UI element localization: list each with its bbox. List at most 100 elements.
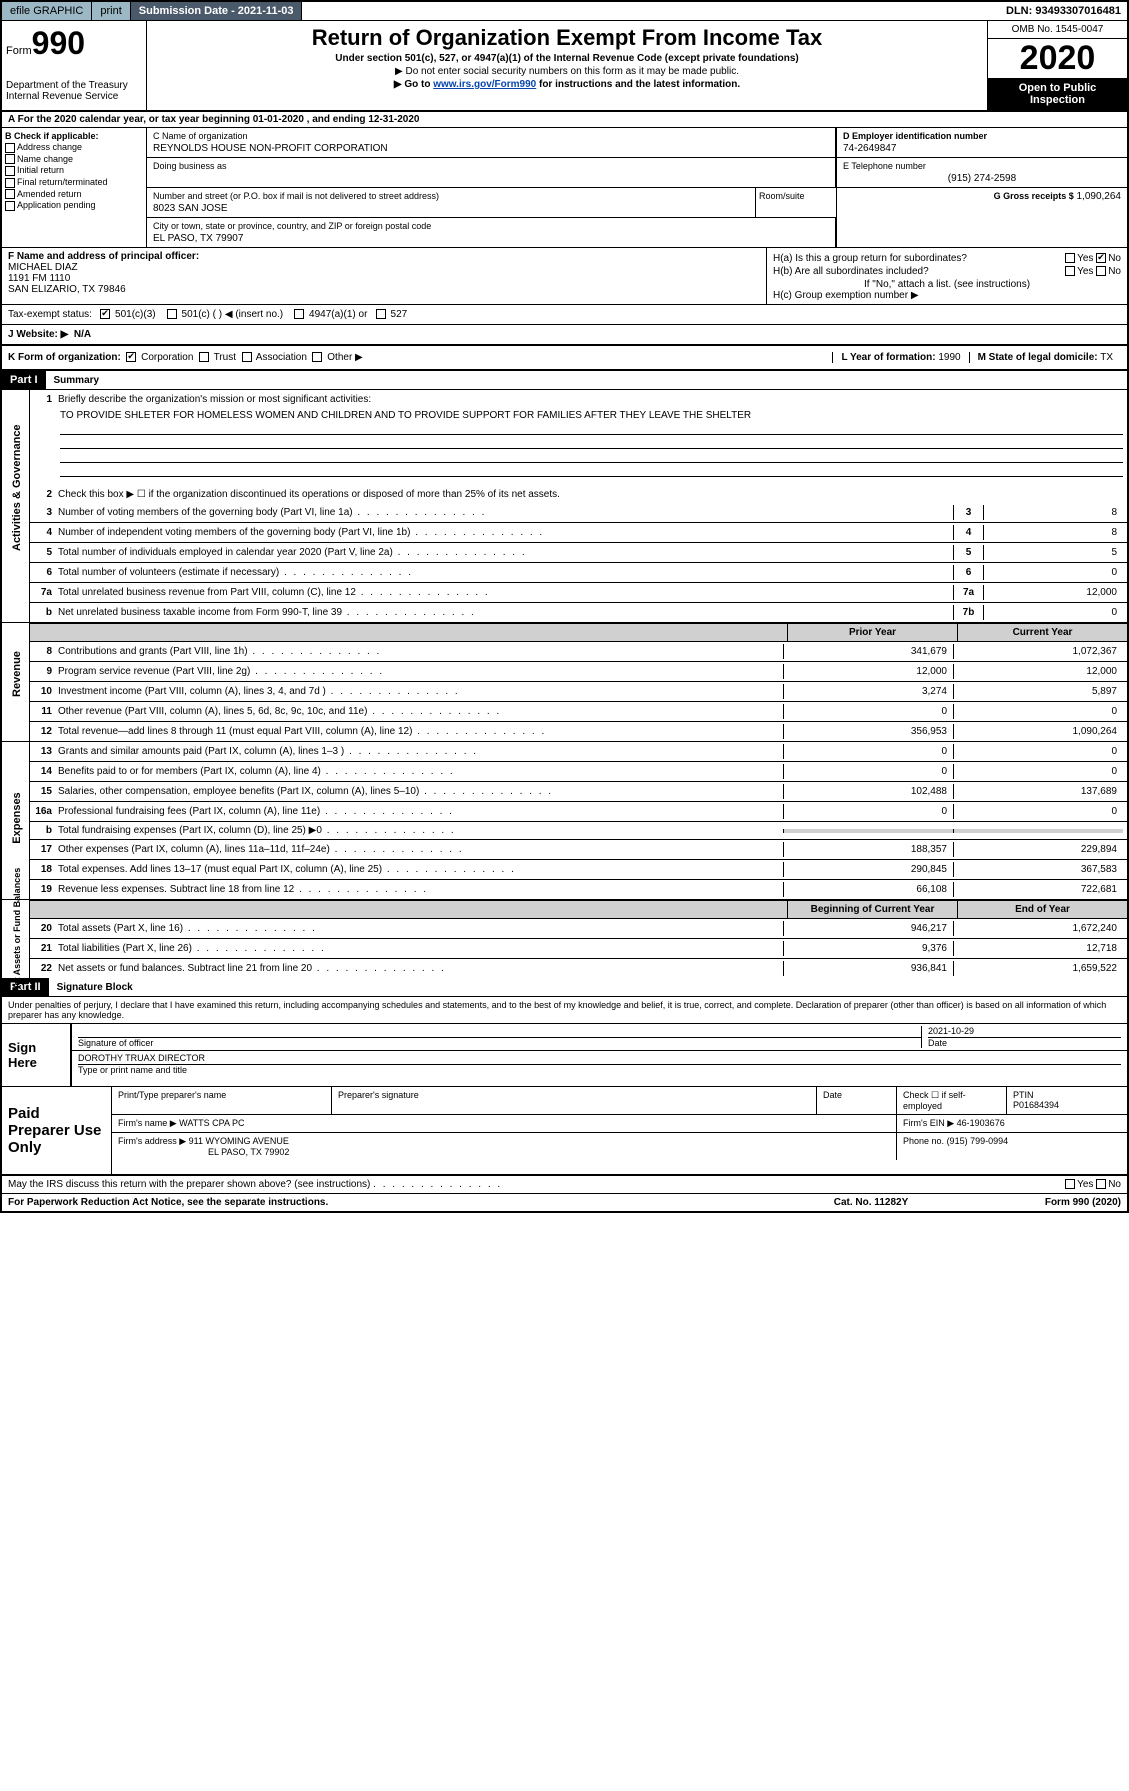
ein-label: D Employer identification number xyxy=(843,131,1121,141)
line-17: 17Other expenses (Part IX, column (A), l… xyxy=(30,840,1127,860)
line-22: 22Net assets or fund balances. Subtract … xyxy=(30,959,1127,978)
dba-cell: Doing business as xyxy=(147,158,836,188)
check-name[interactable]: Name change xyxy=(5,154,143,165)
officer-name: MICHAEL DIAZ xyxy=(8,262,760,273)
line-14: 14Benefits paid to or for members (Part … xyxy=(30,762,1127,782)
tel-cell: E Telephone number (915) 274-2598 xyxy=(837,158,1127,188)
row-k: K Form of organization: Corporation Trus… xyxy=(2,346,1127,371)
year-formation: L Year of formation: 1990 xyxy=(832,352,968,363)
end-hdr: End of Year xyxy=(957,901,1127,918)
row-a: A For the 2020 calendar year, or tax yea… xyxy=(2,112,1127,128)
line-13: 13Grants and similar amounts paid (Part … xyxy=(30,742,1127,762)
line-20: 20Total assets (Part X, line 16) 946,217… xyxy=(30,919,1127,939)
form-title: Return of Organization Exempt From Incom… xyxy=(155,25,979,51)
check-corp[interactable] xyxy=(126,352,136,362)
print-btn[interactable]: print xyxy=(92,2,130,20)
gross-cell: G Gross receipts $ 1,090,264 xyxy=(837,188,1127,218)
check-trust[interactable] xyxy=(199,352,209,362)
header-right: OMB No. 1545-0047 2020 Open to Public In… xyxy=(987,21,1127,110)
check-501c[interactable] xyxy=(167,309,177,319)
form-number: Form990 xyxy=(6,25,142,62)
line-10: 10Investment income (Part VIII, column (… xyxy=(30,682,1127,702)
side-governance: Activities & Governance xyxy=(11,461,23,551)
footer: For Paperwork Reduction Act Notice, see … xyxy=(2,1194,1127,1211)
part2-header: Part IISignature Block xyxy=(2,978,1127,997)
paid-label: Paid Preparer Use Only xyxy=(2,1087,112,1174)
gov-line-b: bNet unrelated business taxable income f… xyxy=(30,603,1127,622)
prep-check: Check ☐ if self-employed xyxy=(897,1087,1007,1114)
omb: OMB No. 1545-0047 xyxy=(988,21,1127,39)
subtitle: Under section 501(c), 527, or 4947(a)(1)… xyxy=(155,53,979,64)
check-527[interactable] xyxy=(376,309,386,319)
prep-date: Date xyxy=(817,1087,897,1114)
gov-line-3: 3Number of voting members of the governi… xyxy=(30,503,1127,523)
mission: TO PROVIDE SHLETER FOR HOMELESS WOMEN AN… xyxy=(30,408,1127,485)
line-8: 8Contributions and grants (Part VIII, li… xyxy=(30,642,1127,662)
efile-btn[interactable]: efile GRAPHIC xyxy=(2,2,92,20)
section-fh: F Name and address of principal officer:… xyxy=(2,248,1127,305)
city: EL PASO, TX 79907 xyxy=(153,233,829,244)
website-row: J Website: ▶ N/A xyxy=(2,325,1127,346)
line-21: 21Total liabilities (Part X, line 26) 9,… xyxy=(30,939,1127,959)
open-public: Open to Public Inspection xyxy=(988,78,1127,110)
ein-cell: D Employer identification number 74-2649… xyxy=(837,128,1127,158)
hb-note: If "No," attach a list. (see instruction… xyxy=(773,279,1121,290)
firm-ein: Firm's EIN ▶ 46-1903676 xyxy=(897,1115,1127,1132)
check-initial[interactable]: Initial return xyxy=(5,165,143,176)
expenses-section: Expenses 13Grants and similar amounts pa… xyxy=(2,741,1127,899)
side-netassets: Net Assets or Fund Balances xyxy=(12,894,22,992)
check-amended[interactable]: Amended return xyxy=(5,189,143,200)
gov-line-7a: 7aTotal unrelated business revenue from … xyxy=(30,583,1127,603)
firm-addr: Firm's address ▶ 911 WYOMING AVENUEEL PA… xyxy=(112,1133,897,1160)
website-val: N/A xyxy=(74,329,91,340)
section-bc: B Check if applicable: Address change Na… xyxy=(2,128,1127,248)
dln: DLN: 93493307016481 xyxy=(1006,5,1127,17)
officer-addr2: SAN ELIZARIO, TX 79846 xyxy=(8,284,760,295)
line-18: 18Total expenses. Add lines 13–17 (must … xyxy=(30,860,1127,880)
begin-hdr: Beginning of Current Year xyxy=(787,901,957,918)
gross: 1,090,264 xyxy=(1077,191,1122,202)
hb: H(b) Are all subordinates included?Yes N… xyxy=(773,266,1121,277)
check-assoc[interactable] xyxy=(242,352,252,362)
note2: ▶ Go to www.irs.gov/Form990 for instruct… xyxy=(155,79,979,90)
addr: 8023 SAN JOSE xyxy=(153,203,749,214)
sign-here-row: Sign Here Signature of officer 2021-10-2… xyxy=(2,1024,1127,1087)
discuss-yes[interactable] xyxy=(1065,1179,1075,1189)
sig-name: DOROTHY TRUAX DIRECTORType or print name… xyxy=(78,1053,1121,1075)
check-pending[interactable]: Application pending xyxy=(5,200,143,211)
line-9: 9Program service revenue (Part VIII, lin… xyxy=(30,662,1127,682)
discuss-no[interactable] xyxy=(1096,1179,1106,1189)
check-501c3[interactable] xyxy=(100,309,110,319)
org-name: REYNOLDS HOUSE NON-PROFIT CORPORATION xyxy=(153,143,829,154)
org-name-cell: C Name of organization REYNOLDS HOUSE NO… xyxy=(147,128,836,158)
check-address[interactable]: Address change xyxy=(5,142,143,153)
ha: H(a) Is this a group return for subordin… xyxy=(773,253,1121,264)
gov-line-4: 4Number of independent voting members of… xyxy=(30,523,1127,543)
gross-label: G Gross receipts $ xyxy=(994,191,1074,201)
tax-year: 2020 xyxy=(988,39,1127,78)
city-label: City or town, state or province, country… xyxy=(153,221,829,231)
current-hdr: Current Year xyxy=(957,624,1127,641)
name-label: C Name of organization xyxy=(153,131,829,141)
hc: H(c) Group exemption number ▶ xyxy=(773,290,1121,301)
col-f: F Name and address of principal officer:… xyxy=(2,248,767,304)
netassets-section: Net Assets or Fund Balances Beginning of… xyxy=(2,899,1127,978)
city-cell: City or town, state or province, country… xyxy=(147,218,836,247)
na-headers: Beginning of Current Year End of Year xyxy=(30,900,1127,919)
tax-status-row: Tax-exempt status: 501(c)(3) 501(c) ( ) … xyxy=(2,305,1127,325)
side-revenue: Revenue xyxy=(11,629,23,719)
check-final[interactable]: Final return/terminated xyxy=(5,177,143,188)
state-domicile: M State of legal domicile: TX xyxy=(969,352,1121,363)
side-expenses: Expenses xyxy=(11,773,23,863)
sig-date: 2021-10-29Date xyxy=(921,1026,1121,1048)
room-label: Room/suite xyxy=(759,191,833,201)
check-4947[interactable] xyxy=(294,309,304,319)
check-other[interactable] xyxy=(312,352,322,362)
header-mid: Return of Organization Exempt From Incom… xyxy=(147,21,987,110)
prior-hdr: Prior Year xyxy=(787,624,957,641)
addr-cell: Number and street (or P.O. box if mail i… xyxy=(147,188,756,217)
topbar: efile GRAPHIC print Submission Date - 20… xyxy=(2,2,1127,21)
paid-preparer-row: Paid Preparer Use Only Print/Type prepar… xyxy=(2,1087,1127,1176)
tel-label: E Telephone number xyxy=(843,161,1121,171)
irs-link[interactable]: www.irs.gov/Form990 xyxy=(433,79,536,90)
